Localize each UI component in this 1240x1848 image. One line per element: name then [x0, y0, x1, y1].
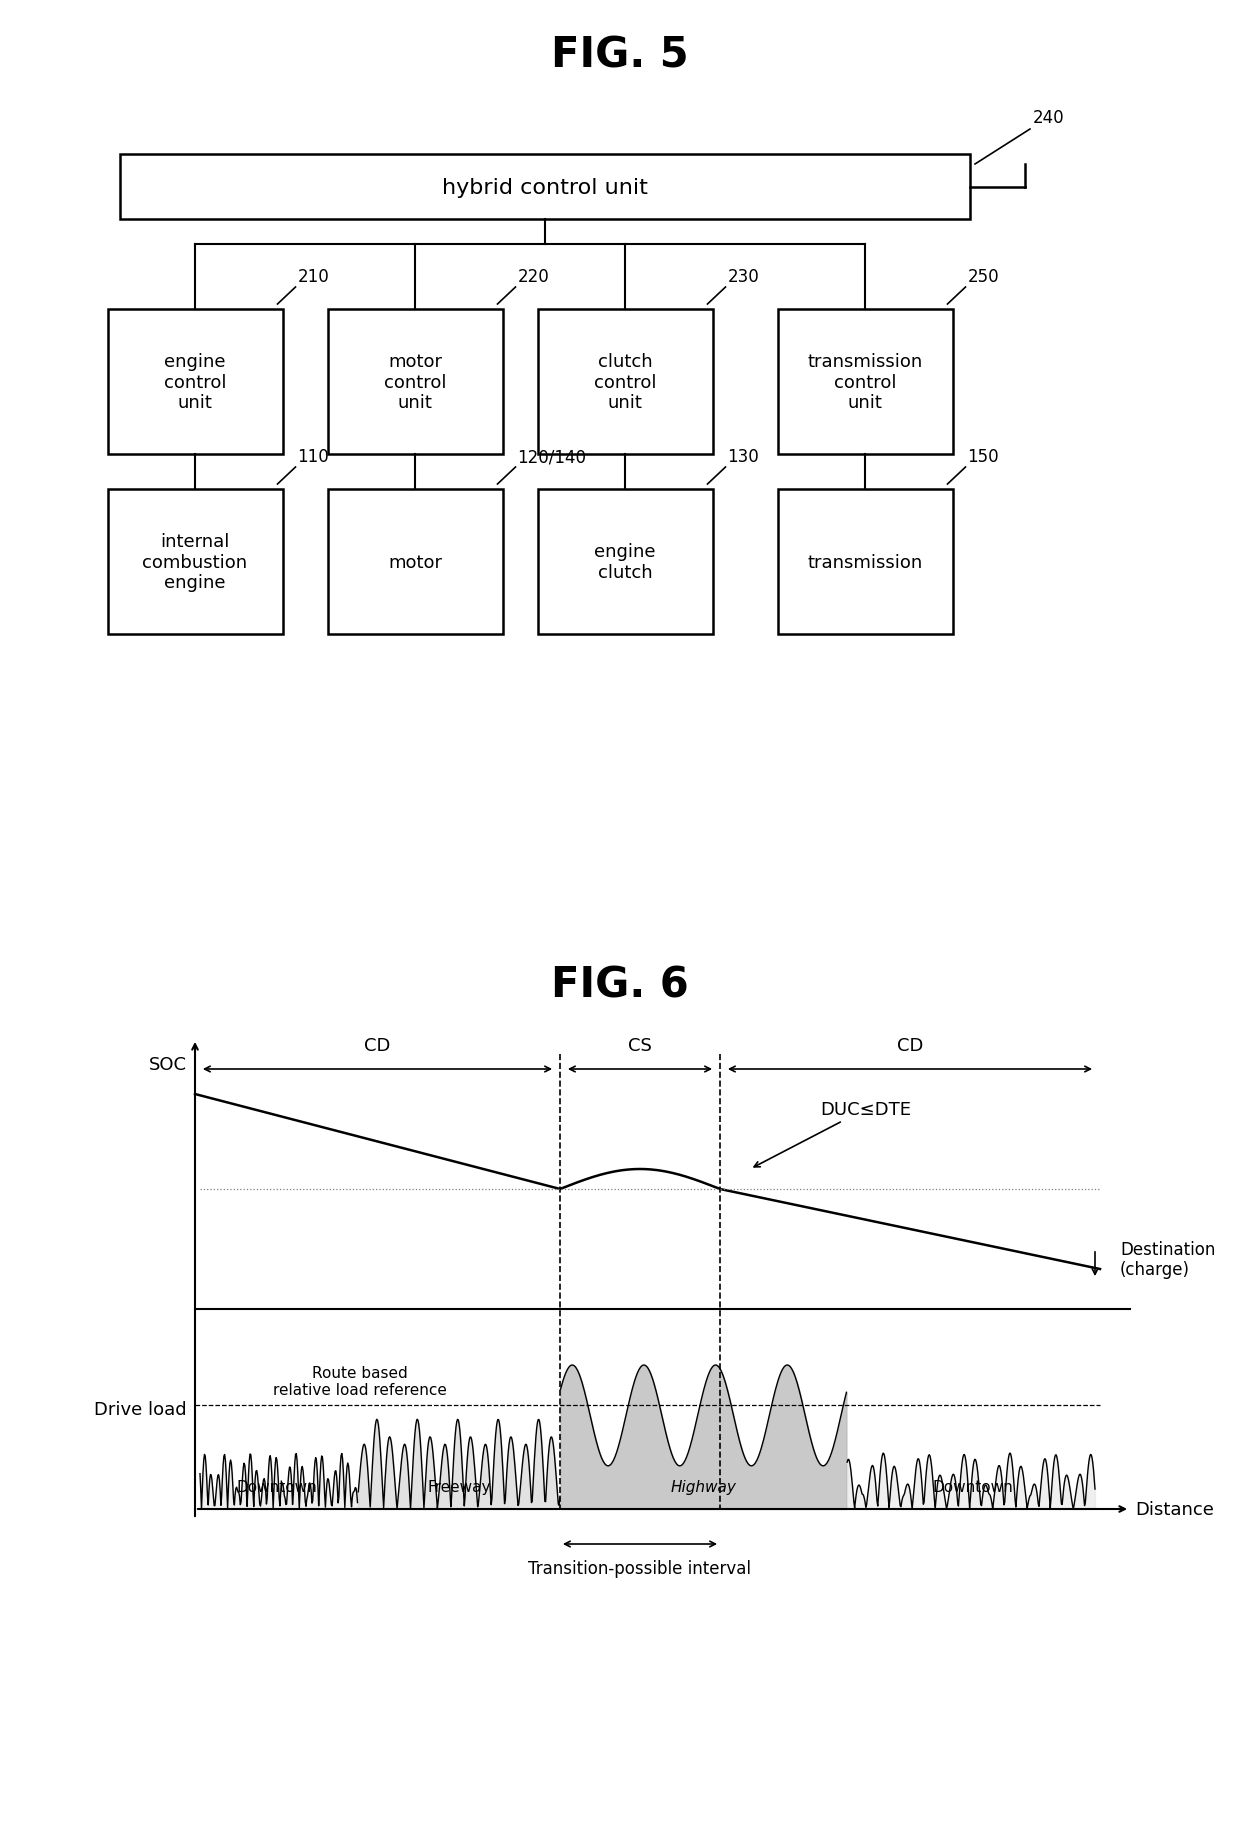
Bar: [777, 490, 952, 634]
Text: 230: 230: [728, 268, 759, 286]
Text: DUC≤DTE: DUC≤DTE: [754, 1100, 911, 1168]
Text: transmission
control
unit: transmission control unit: [807, 353, 923, 412]
Text: 120/140: 120/140: [517, 447, 587, 466]
Text: 210: 210: [298, 268, 330, 286]
Text: 250: 250: [967, 268, 999, 286]
Text: Highway: Highway: [671, 1478, 737, 1495]
Text: 110: 110: [298, 447, 330, 466]
Text: Distance: Distance: [1135, 1501, 1214, 1519]
Text: 220: 220: [517, 268, 549, 286]
Bar: [537, 310, 713, 455]
Text: motor
control
unit: motor control unit: [383, 353, 446, 412]
Text: Destination
(charge): Destination (charge): [1120, 1240, 1215, 1279]
Text: CS: CS: [629, 1037, 652, 1055]
Text: hybrid control unit: hybrid control unit: [443, 177, 649, 198]
Text: CD: CD: [897, 1037, 924, 1055]
Bar: [327, 490, 502, 634]
Text: transmission: transmission: [807, 553, 923, 571]
Text: Route based
relative load reference: Route based relative load reference: [273, 1366, 446, 1397]
Bar: [777, 310, 952, 455]
Bar: [108, 310, 283, 455]
Text: Downtown: Downtown: [236, 1478, 317, 1495]
Text: FIG. 6: FIG. 6: [551, 963, 689, 1005]
Text: Transition-possible interval: Transition-possible interval: [528, 1560, 751, 1576]
Text: 130: 130: [728, 447, 759, 466]
Text: Freeway: Freeway: [428, 1478, 491, 1495]
Text: FIG. 5: FIG. 5: [552, 33, 688, 76]
Bar: [327, 310, 502, 455]
Bar: [120, 155, 970, 220]
Text: engine
clutch: engine clutch: [594, 543, 656, 582]
Text: internal
combustion
engine: internal combustion engine: [143, 532, 248, 591]
Bar: [537, 490, 713, 634]
Text: Downtown: Downtown: [932, 1478, 1014, 1495]
Bar: [108, 490, 283, 634]
Text: 240: 240: [1033, 109, 1065, 128]
Text: motor: motor: [388, 553, 441, 571]
Text: clutch
control
unit: clutch control unit: [594, 353, 656, 412]
Text: 150: 150: [967, 447, 999, 466]
Text: CD: CD: [365, 1037, 391, 1055]
Text: engine
control
unit: engine control unit: [164, 353, 226, 412]
Text: SOC: SOC: [149, 1055, 187, 1074]
Text: Drive load: Drive load: [94, 1401, 187, 1417]
